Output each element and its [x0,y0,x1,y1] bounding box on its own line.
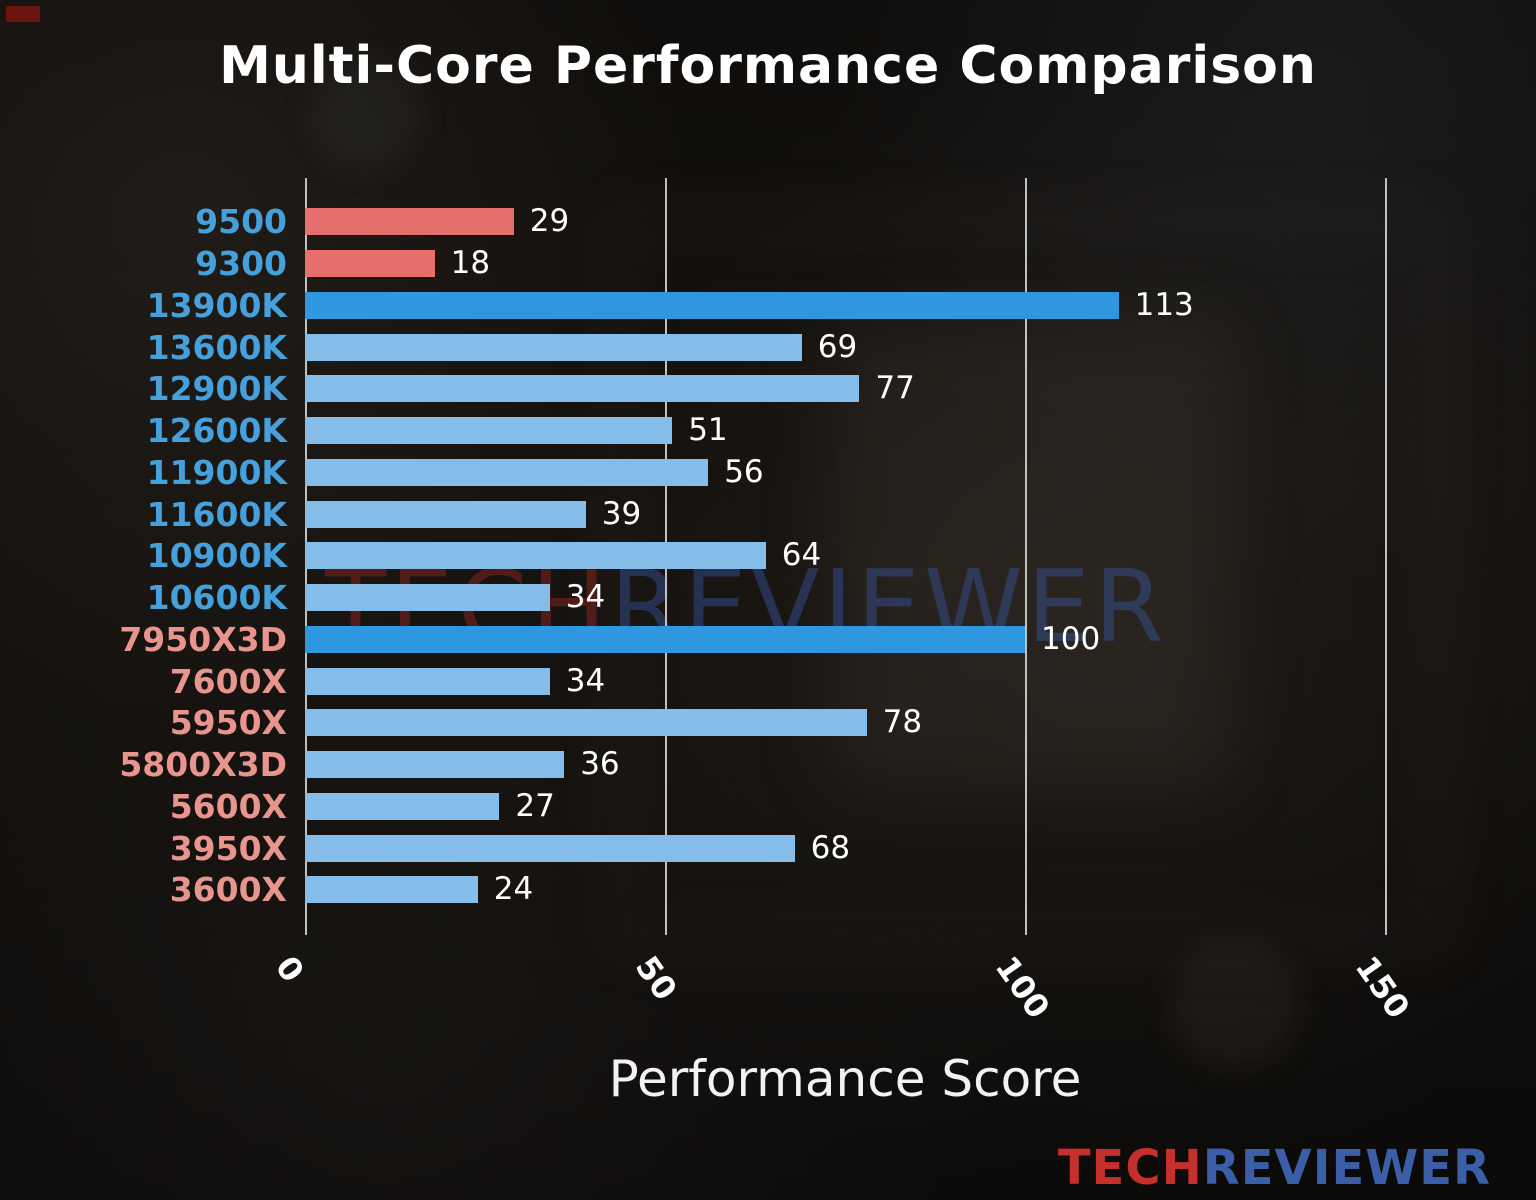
bar-value-label: 77 [875,370,915,407]
bar-row: 3600X 24 [170,870,1385,910]
bar-row: 12600K 51 [147,411,1385,451]
bar-row: 13900K 113 [147,285,1385,325]
category-label: 13600K [146,327,287,367]
bar [305,542,766,570]
bar-value-label: 51 [688,412,728,449]
category-label: 9500 [195,202,287,242]
category-label: 3600X [169,870,287,910]
bar-row: 3950X 68 [170,828,1385,868]
bar-row: 11900K 56 [147,452,1385,492]
category-label: 11600K [146,494,287,534]
brand-logo-tech: TECH [1057,1140,1203,1196]
category-label: 11900K [146,452,287,492]
bar-row: 10900K 64 [147,536,1385,576]
bar-row: 7950X3D 100 [119,619,1385,659]
bar [305,751,565,779]
bar [305,333,802,361]
bar-value-label: 78 [882,704,923,741]
bar [305,792,500,820]
bar-value-label: 64 [781,537,822,574]
bar-value-label: 113 [1134,286,1194,323]
bar-row: 7600X 34 [170,661,1385,701]
bar [305,834,795,862]
category-label: 7600X [169,661,287,701]
bar-value-label: 39 [601,495,642,532]
category-label: 13900K [146,285,287,325]
category-label: 12600K [146,411,287,451]
gridline [1385,178,1387,935]
bar-value-label: 100 [1041,620,1101,657]
category-label: 10600K [146,578,287,618]
category-label: 5800X3D [119,745,287,785]
x-axis-title: Performance Score [608,1050,1082,1108]
bar-value-label: 24 [493,871,534,908]
bar [305,375,860,403]
bar-value-label: 69 [817,328,858,365]
background-cpu-photo [830,320,1230,790]
bar [305,667,550,695]
category-label: 5950X [169,703,287,743]
brand-logo-reviewer: REVIEWER [1202,1140,1491,1196]
bar-row: 5800X3D 36 [119,745,1385,785]
background-screw-photo [310,60,420,170]
category-label: 7950X3D [119,619,287,659]
bar-row: 11600K 39 [147,494,1385,534]
category-label: 10900K [146,536,287,576]
bar [305,250,435,278]
bar [305,458,709,486]
bar-value-label: 68 [810,829,851,866]
bar [305,584,550,612]
background-motherboard-photo [600,200,1460,960]
bar-row: 9500 29 [195,202,1385,242]
bar-chart: 9500 29 9300 18 13900K 113 13600K 69 12900K 77 126… [119,178,1417,1026]
bar-value-label: 27 [515,787,555,824]
bar-row: 5600X 27 [170,786,1385,826]
background-screw-photo [1170,940,1300,1070]
background-artifact [6,6,40,22]
category-label: 3950X [169,828,287,868]
bar [305,208,514,236]
bar-row: 10600K 34 [147,578,1385,618]
category-label: 9300 [195,244,287,284]
x-tick-label: 0 [267,949,312,990]
bar-value-label: 29 [529,203,570,240]
bar-value-label: 34 [565,662,606,699]
bar-rows: 9500 29 9300 18 13900K 113 13600K 69 12900K 77 126… [119,201,1385,911]
bar [305,500,586,528]
bar [305,625,1025,653]
bar [305,291,1119,319]
bar-value-label: 56 [724,453,764,490]
gridline [1025,178,1027,935]
bar-row: 13600K 69 [147,327,1385,367]
category-label: 5600X [169,786,287,826]
x-tick-label: 150 [1347,949,1418,1026]
bar-value-label: 18 [450,245,491,282]
bar-row: 12900K 77 [147,369,1385,409]
chart-title: Multi-Core Performance Comparison [219,36,1317,96]
bar-row: 9300 18 [195,244,1385,284]
bar-value-label: 34 [565,579,606,616]
bar [305,417,673,445]
bar [305,876,478,904]
bar-row: 5950X 78 [170,703,1385,743]
bar-value-label: 36 [580,746,620,783]
bar [305,709,867,737]
brand-logo: TECHREVIEWER [1058,1140,1491,1196]
x-tick-label: 100 [987,949,1058,1026]
category-label: 12900K [146,369,287,409]
